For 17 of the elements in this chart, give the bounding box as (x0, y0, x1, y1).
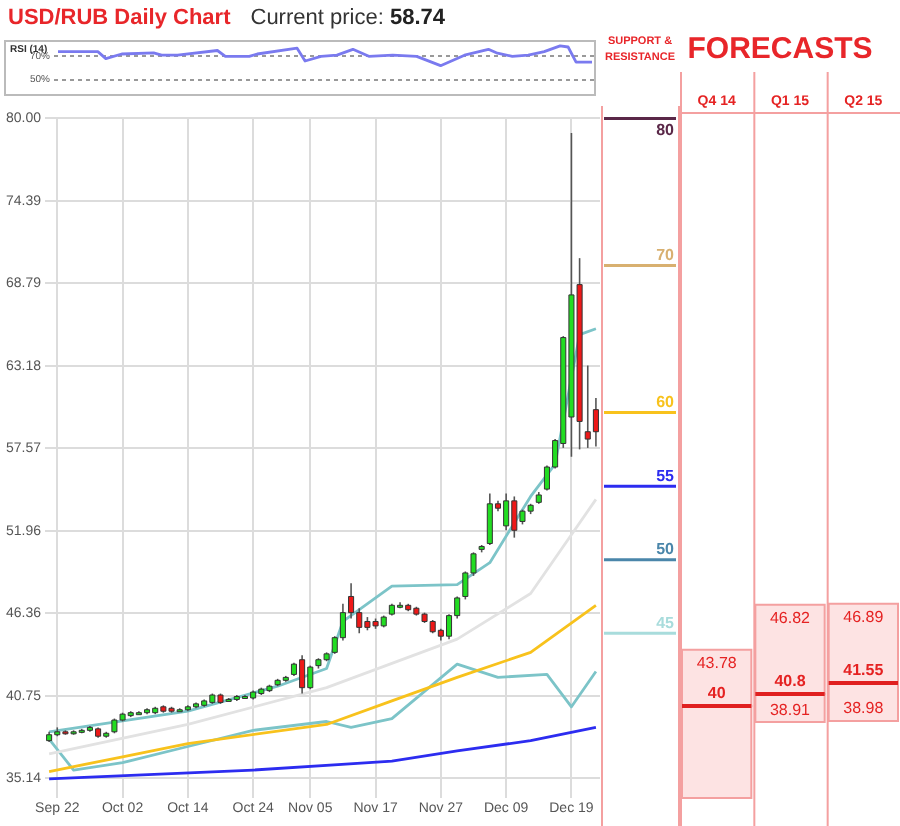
ref-line-label: 45 (656, 613, 676, 632)
data-label: 43.78 (696, 654, 738, 673)
ref-line-label: 60 (656, 393, 676, 412)
data-label: 46.82 (769, 609, 812, 628)
data-label: 40 (707, 684, 727, 703)
chart-subtitle: Current price: 58.74 (250, 6, 445, 30)
data-label: 46.89 (843, 608, 885, 627)
ref-line-label: 70 (656, 245, 676, 264)
ref-line-label: 55 (656, 466, 676, 485)
ref-line-label: 80 (656, 120, 676, 139)
text: FORECASTS (687, 32, 873, 66)
chart-title: USD/RUB Daily Chart (8, 6, 231, 30)
ref-line-label: 50 (656, 540, 676, 559)
data-label: 41.55 (843, 661, 885, 680)
data-label: 40.8 (774, 672, 807, 691)
data-label: 38.91 (769, 700, 812, 719)
data-label: 38.98 (843, 699, 885, 718)
